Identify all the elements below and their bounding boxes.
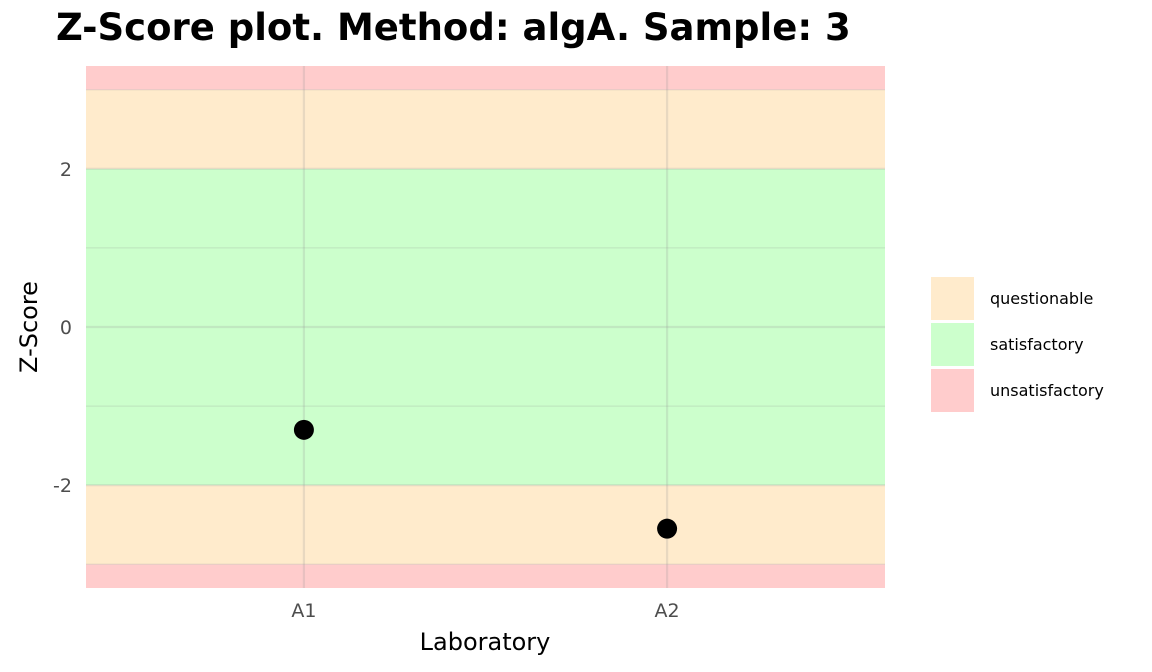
x-tick-label-a1: A1 [291, 600, 316, 622]
y-tick-label: -2 [53, 475, 72, 497]
band-unsatisfactory [86, 66, 885, 90]
legend: questionable satisfactory unsatisfactory [931, 277, 1104, 412]
x-axis-ticks: A1 A2 [291, 600, 679, 622]
chart-title: Z-Score plot. Method: algA. Sample: 3 [56, 6, 851, 49]
data-point-a1 [293, 419, 314, 440]
band-layer [86, 66, 885, 588]
legend-label-satisfactory: satisfactory [990, 335, 1084, 354]
band-questionable [86, 485, 885, 565]
grid-layer [86, 66, 885, 588]
y-tick-label: 2 [60, 159, 72, 181]
y-axis-ticks: -2 0 2 [53, 159, 72, 497]
legend-label-unsatisfactory: unsatisfactory [990, 381, 1104, 400]
x-axis-title: Laboratory [420, 628, 551, 656]
legend-key-unsatisfactory [931, 369, 974, 412]
y-axis-title: Z-Score [15, 281, 43, 373]
y-tick-label: 0 [60, 317, 72, 339]
band-questionable [86, 89, 885, 169]
data-point-a2 [657, 518, 678, 539]
legend-key-satisfactory [931, 323, 974, 366]
band-unsatisfactory [86, 564, 885, 588]
x-tick-label-a2: A2 [655, 600, 680, 622]
legend-label-questionable: questionable [990, 289, 1093, 308]
point-layer [293, 419, 678, 539]
legend-key-questionable [931, 277, 974, 320]
band-satisfactory [86, 168, 885, 486]
